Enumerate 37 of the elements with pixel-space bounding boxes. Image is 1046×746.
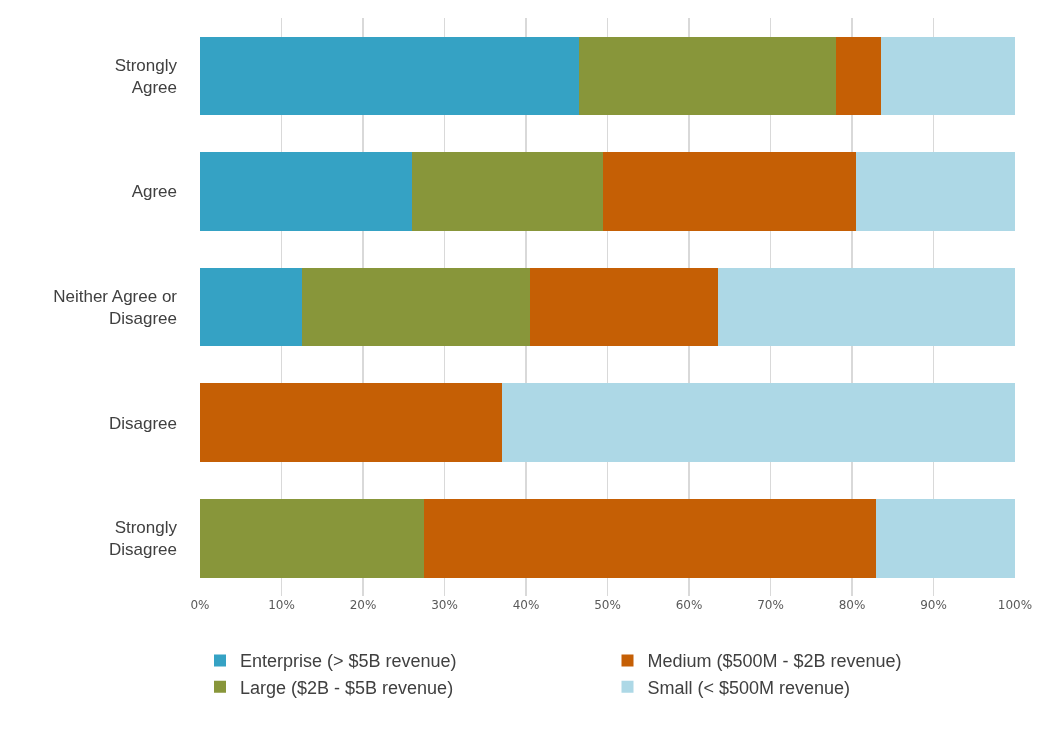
x-tick-label: 80%	[838, 598, 866, 612]
legend-label: Medium ($500M - $2B revenue)	[647, 651, 902, 672]
x-tick-label: 90%	[920, 598, 947, 612]
bar	[200, 36, 579, 116]
bar	[424, 498, 877, 578]
bar	[717, 267, 1015, 347]
x-tick-label: 20%	[349, 598, 377, 612]
y-tick-label: Agree	[131, 182, 177, 202]
bar	[578, 36, 836, 116]
x-tick-label: 50%	[594, 598, 621, 612]
bar	[411, 152, 604, 231]
x-tick-label: 30%	[431, 598, 458, 612]
bar	[200, 383, 502, 462]
legend-label: Enterprise (> $5B revenue)	[240, 651, 457, 672]
bar	[530, 267, 718, 347]
legend-label: Large ($2B - $5B revenue)	[240, 677, 454, 698]
bar	[876, 498, 1015, 578]
bar	[501, 383, 1015, 462]
bar	[200, 152, 412, 231]
x-tick-label: 70%	[757, 598, 784, 612]
bar	[880, 36, 1015, 116]
bar	[200, 498, 425, 578]
y-tick-label: Disagree	[108, 413, 177, 433]
x-tick-label: 60%	[675, 598, 703, 612]
y-tick-label: Strongly Disagree	[108, 518, 178, 560]
bar	[856, 152, 1015, 231]
bar	[200, 267, 302, 347]
x-tick-label: 100%	[997, 598, 1033, 612]
x-tick-label: 40%	[512, 598, 540, 612]
y-tick-label: Neither Agree or Disagree	[53, 286, 178, 328]
y-tick-label: Strongly Agree	[114, 55, 178, 97]
bar	[603, 152, 857, 231]
bar	[301, 267, 531, 347]
legend-label: Small (< $500M revenue)	[647, 677, 851, 698]
x-tick-label: 0%	[190, 598, 210, 612]
x-tick-label: 10%	[268, 598, 295, 612]
bar	[835, 36, 881, 116]
